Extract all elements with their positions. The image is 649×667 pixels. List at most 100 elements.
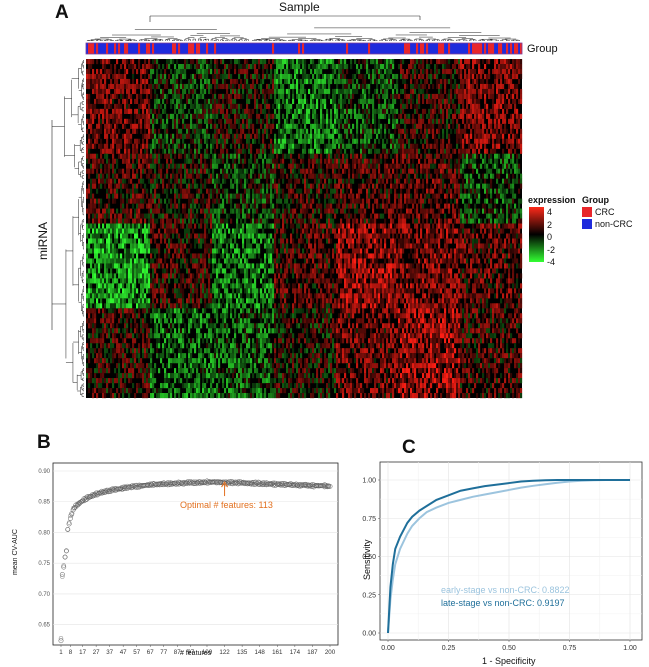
heatmap-cell bbox=[200, 188, 203, 194]
heatmap-cell bbox=[140, 143, 143, 149]
heatmap-cell bbox=[206, 318, 209, 324]
heatmap-cell bbox=[104, 59, 107, 65]
heatmap-cell bbox=[148, 218, 151, 224]
heatmap-cell bbox=[174, 268, 177, 274]
heatmap-cell bbox=[90, 193, 93, 199]
heatmap-cell bbox=[220, 253, 223, 259]
heatmap-cell bbox=[228, 278, 231, 284]
heatmap-cell bbox=[246, 178, 249, 184]
heatmap-cell bbox=[112, 143, 115, 149]
heatmap-cell bbox=[96, 328, 99, 334]
heatmap-cell bbox=[136, 188, 139, 194]
heatmap-cell bbox=[148, 308, 151, 314]
heatmap-cell bbox=[116, 238, 119, 244]
heatmap-cell bbox=[200, 173, 203, 179]
heatmap-cell bbox=[170, 178, 173, 184]
heatmap-cell bbox=[170, 148, 173, 154]
heatmap-cell bbox=[150, 83, 153, 90]
heatmap-cell bbox=[190, 373, 193, 379]
group-bar-crc-sample bbox=[114, 43, 117, 54]
heatmap-cell bbox=[86, 148, 89, 154]
heatmap-cell bbox=[174, 303, 177, 309]
heatmap-cell bbox=[244, 133, 247, 139]
heatmap-cell bbox=[220, 373, 223, 379]
heatmap-cell bbox=[126, 308, 129, 314]
heatmap-cell bbox=[218, 238, 221, 244]
heatmap-cell bbox=[170, 303, 173, 309]
heatmap-cell bbox=[180, 338, 183, 344]
heatmap-cell bbox=[106, 168, 109, 174]
heatmap-cell bbox=[110, 128, 113, 134]
heatmap-cell bbox=[100, 373, 103, 379]
heatmap-cell bbox=[140, 83, 143, 90]
heatmap-cell bbox=[208, 78, 211, 85]
heatmap-cell bbox=[184, 168, 187, 174]
heatmap-cell bbox=[180, 148, 183, 154]
heatmap-cell bbox=[242, 168, 245, 174]
heatmap-cell bbox=[196, 388, 199, 394]
heatmap-cell bbox=[212, 143, 215, 149]
heatmap-cell bbox=[140, 258, 143, 264]
heatmap-cell bbox=[172, 373, 175, 379]
heatmap-cell bbox=[94, 133, 97, 139]
heatmap-cell bbox=[182, 298, 185, 304]
heatmap-cell bbox=[134, 123, 137, 129]
heatmap-cell bbox=[100, 258, 103, 264]
group-bar-crc-sample bbox=[188, 43, 191, 54]
heatmap-cell bbox=[134, 213, 137, 219]
heatmap-cell bbox=[246, 223, 249, 229]
heatmap-cell bbox=[94, 253, 97, 259]
heatmap-cell bbox=[236, 358, 239, 364]
heatmap-cell bbox=[152, 138, 155, 144]
heatmap-cell bbox=[144, 128, 147, 134]
heatmap-cell bbox=[206, 118, 209, 124]
heatmap-cell bbox=[166, 233, 169, 239]
group-bar-crc-sample bbox=[426, 43, 429, 54]
heatmap-cell bbox=[188, 143, 191, 149]
heatmap-cell bbox=[182, 288, 185, 294]
heatmap-cell bbox=[110, 183, 113, 189]
heatmap-cell bbox=[184, 73, 187, 80]
heatmap-cell bbox=[252, 163, 255, 169]
heatmap-cell bbox=[208, 258, 211, 264]
heatmap-cell bbox=[104, 293, 107, 299]
heatmap-cell bbox=[142, 353, 145, 359]
heatmap-cell bbox=[216, 128, 219, 134]
heatmap-cell bbox=[148, 228, 151, 234]
heatmap-cell bbox=[104, 183, 107, 189]
heatmap-cell bbox=[146, 153, 149, 159]
heatmap-cell bbox=[140, 123, 143, 129]
heatmap-cell bbox=[246, 338, 249, 344]
heatmap-cell bbox=[128, 158, 131, 164]
heatmap-cell bbox=[120, 83, 123, 90]
heatmap-cell bbox=[190, 223, 193, 229]
heatmap-cell bbox=[174, 173, 177, 179]
heatmap-cell bbox=[132, 383, 135, 389]
heatmap-cell bbox=[120, 113, 123, 119]
heatmap-cell bbox=[196, 68, 199, 75]
heatmap-cell bbox=[190, 133, 193, 139]
heatmap-cell bbox=[86, 353, 89, 359]
heatmap-cell bbox=[172, 158, 175, 164]
heatmap-cell bbox=[232, 123, 235, 129]
heatmap-cell bbox=[166, 59, 169, 65]
heatmap-cell bbox=[208, 248, 211, 254]
heatmap-cell bbox=[140, 163, 143, 169]
heatmap-cell bbox=[180, 128, 183, 134]
heatmap-cell bbox=[114, 258, 117, 264]
heatmap-cell bbox=[246, 143, 249, 149]
heatmap-cell bbox=[146, 273, 149, 279]
heatmap-cell bbox=[212, 253, 215, 259]
heatmap-cell bbox=[174, 393, 177, 399]
heatmap-cell bbox=[102, 368, 105, 374]
heatmap-cell bbox=[146, 93, 149, 100]
heatmap-cell bbox=[154, 318, 157, 324]
heatmap-cell bbox=[216, 193, 219, 199]
heatmap-cell bbox=[176, 313, 179, 319]
heatmap-cell bbox=[202, 133, 205, 139]
group-bar-crc-sample bbox=[422, 43, 425, 54]
heatmap-cell bbox=[250, 158, 253, 164]
heatmap-cell bbox=[180, 313, 183, 319]
heatmap-cell bbox=[214, 93, 217, 100]
heatmap-cell bbox=[210, 113, 213, 119]
